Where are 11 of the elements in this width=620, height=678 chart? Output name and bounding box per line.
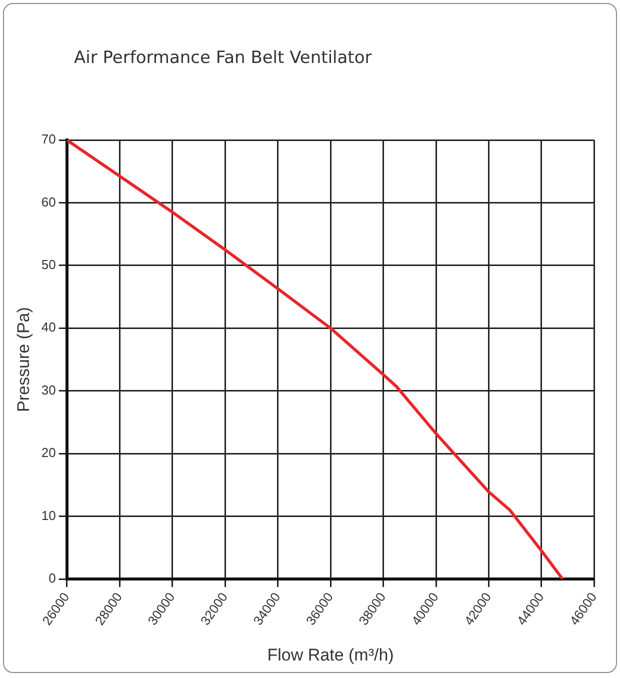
chart-title: Air Performance Fan Belt Ventilator (74, 48, 372, 68)
y-tick-label: 60 (41, 194, 56, 210)
y-tick-label: 30 (41, 382, 56, 398)
y-tick-label: 10 (41, 508, 56, 523)
y-tick-label: 50 (41, 257, 56, 272)
y-tick-label: 20 (41, 445, 56, 460)
y-axis-title: Pressure (Pa) (14, 307, 33, 412)
y-tick-label: 0 (48, 570, 56, 586)
x-axis-title: Flow Rate (m³/h) (267, 645, 394, 664)
y-tick-label: 40 (41, 320, 56, 335)
y-tick-label: 70 (41, 132, 56, 147)
